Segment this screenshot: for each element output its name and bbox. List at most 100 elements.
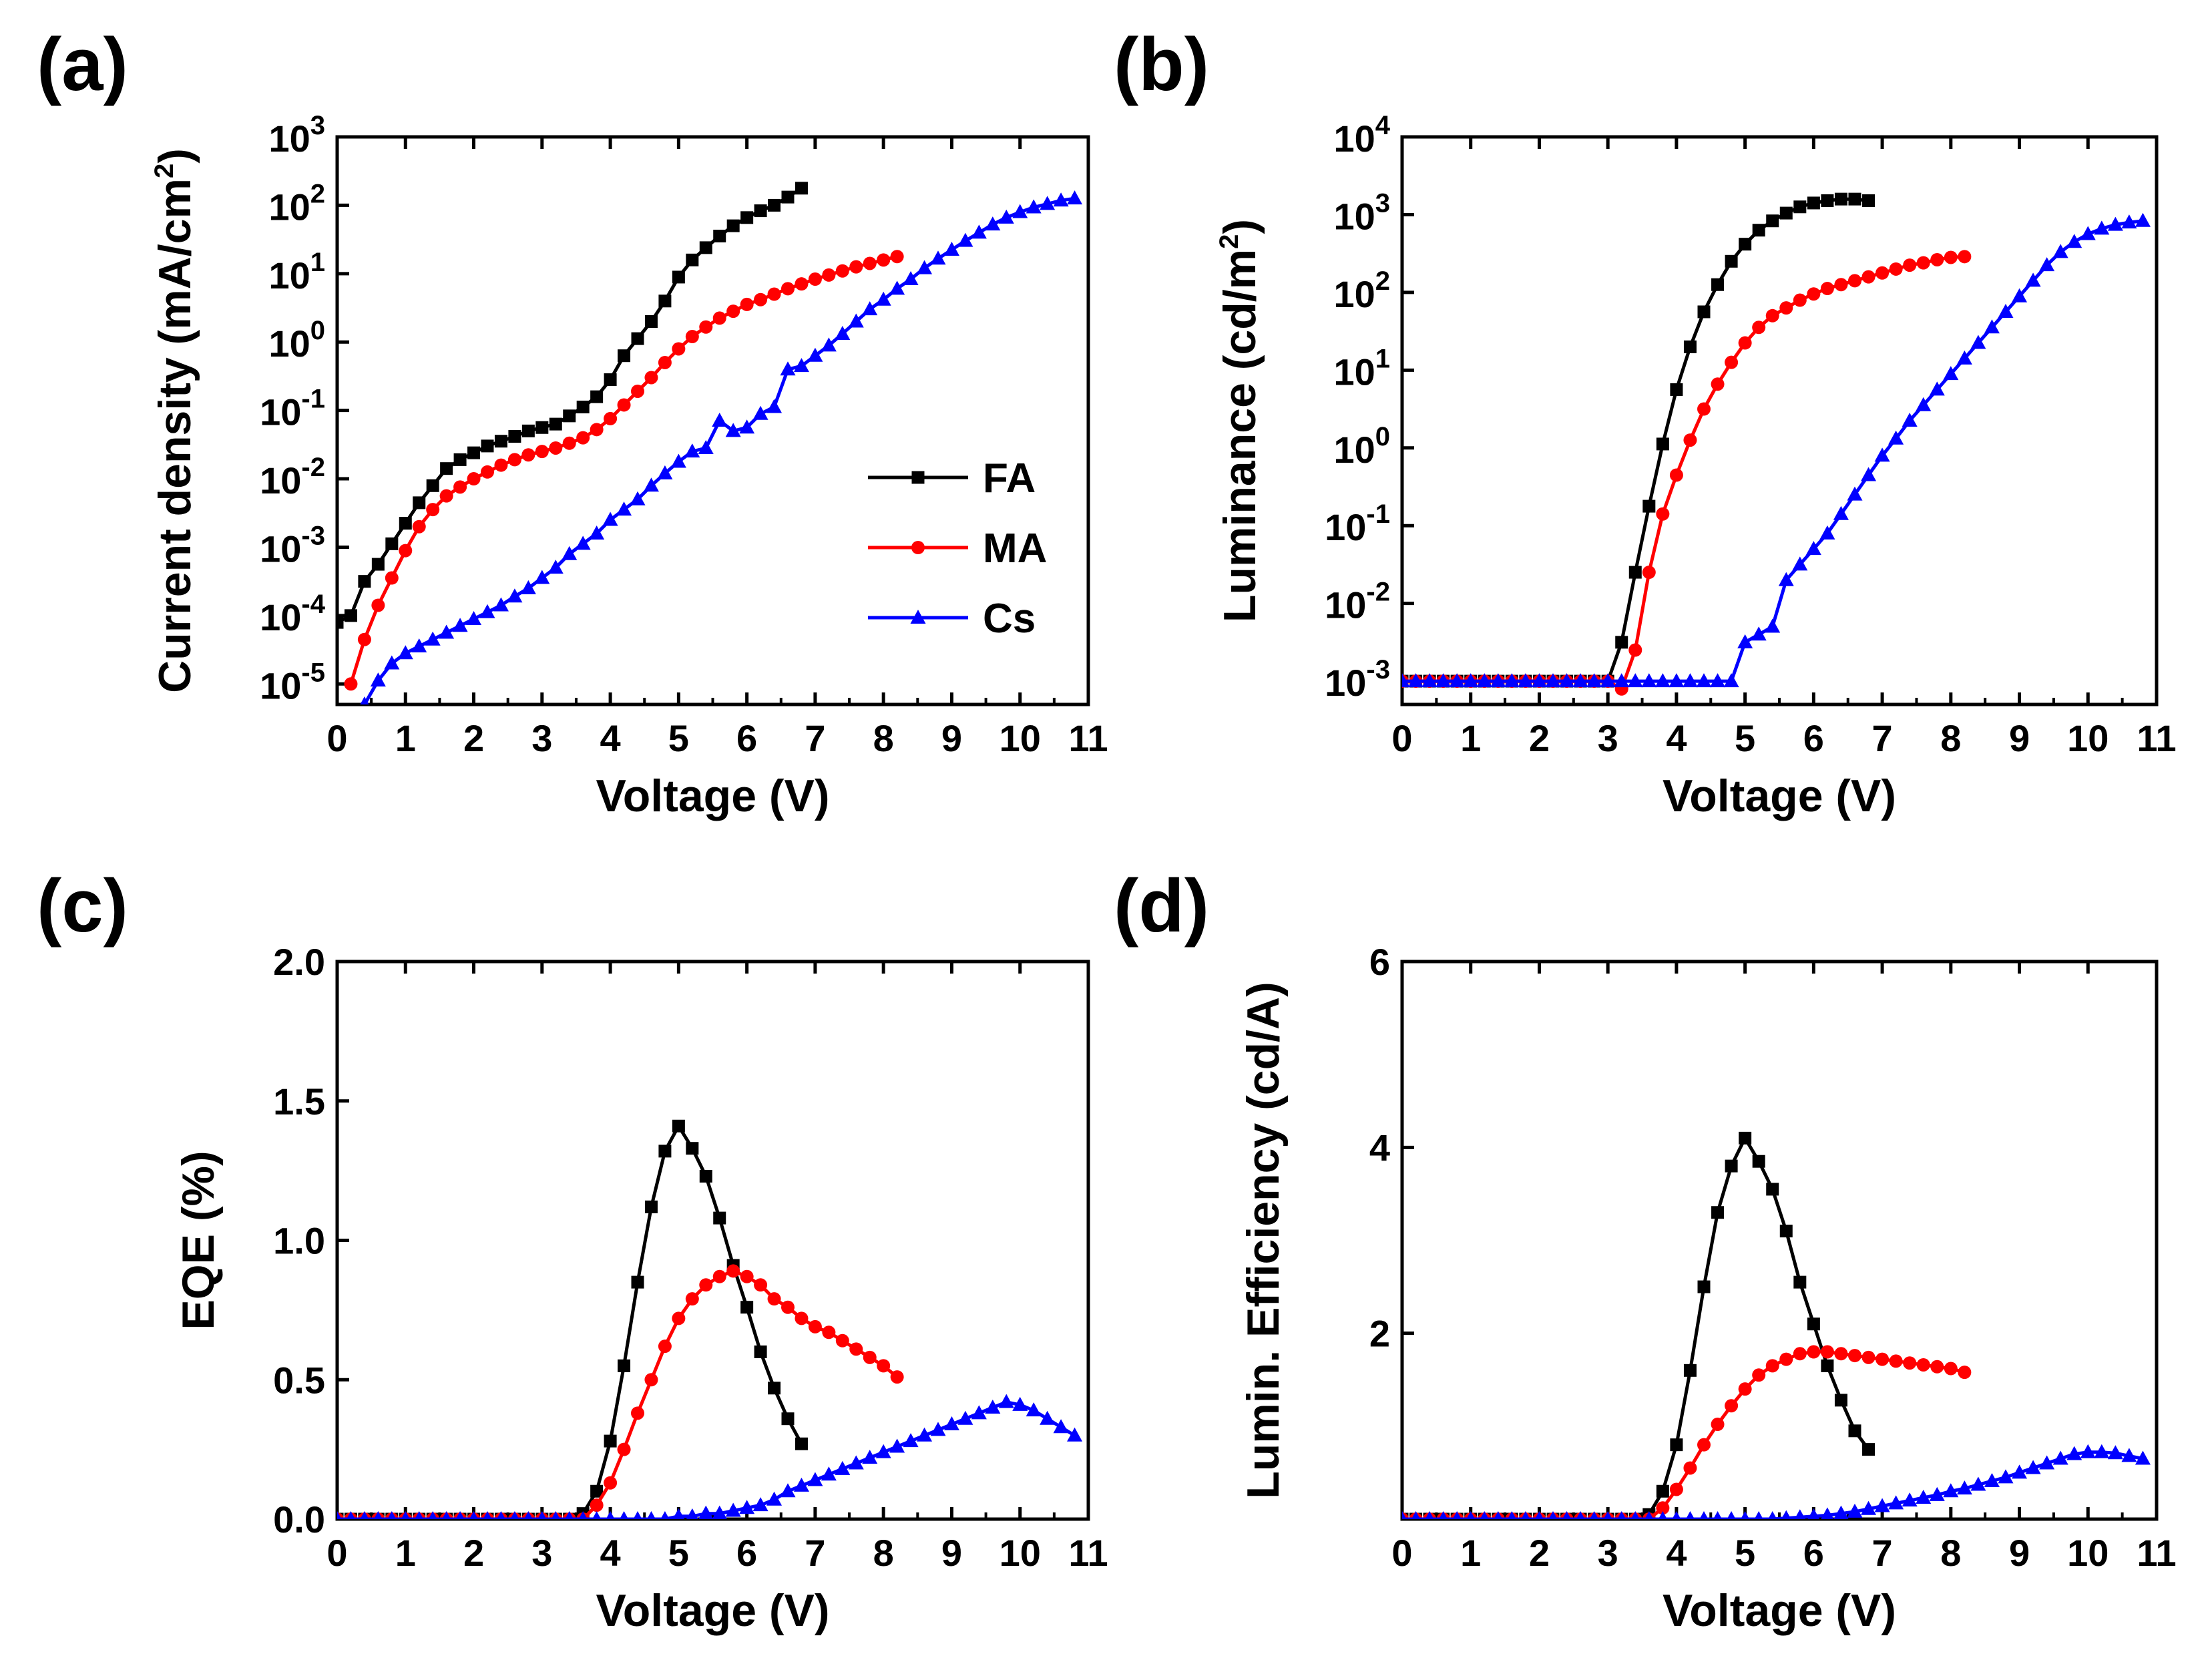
- y-tick-base: 10: [260, 528, 301, 570]
- data-point-cs: [384, 655, 400, 670]
- data-point-ma: [535, 445, 549, 459]
- data-point-ma: [1752, 1368, 1766, 1382]
- y-tick-label: 10-5: [260, 658, 325, 706]
- data-point-ma: [357, 632, 371, 646]
- data-point-ma: [1628, 643, 1642, 657]
- data-point-cs: [1466, 1511, 1476, 1519]
- data-point-fa: [644, 315, 658, 329]
- y-tick-base: 10: [260, 459, 301, 501]
- x-tick-label: 8: [1940, 717, 1961, 759]
- y-axis-title-sup: 2: [1214, 234, 1244, 249]
- x-axis-title: Voltage (V): [1663, 771, 1896, 821]
- y-tick-exp: -1: [301, 385, 325, 414]
- data-point-cs: [780, 1483, 796, 1498]
- axes-frame: [335, 135, 1090, 706]
- data-point-ma: [1944, 1362, 1958, 1376]
- data-point-cs: [1590, 1511, 1599, 1519]
- data-point-ma: [1779, 1352, 1793, 1366]
- y-tick-label: 103: [268, 111, 325, 160]
- y-axis-title-text: Current density (mA/cm: [150, 178, 200, 693]
- data-point-ma: [1779, 301, 1793, 315]
- data-point-cs: [466, 610, 482, 625]
- y-axis-title: EQE (%): [173, 1151, 224, 1329]
- y-tick-label: 10-1: [1325, 499, 1390, 548]
- data-point-cs: [1449, 673, 1465, 688]
- data-point-fa: [658, 1145, 672, 1158]
- y-tick-label: 102: [1333, 266, 1390, 315]
- series-cs: [337, 1394, 1083, 1519]
- x-tick-label: 2: [463, 717, 484, 759]
- axes-frame: [1400, 135, 2159, 706]
- plot-area: [1402, 192, 2151, 696]
- data-point-ma: [1930, 252, 1944, 266]
- x-tick-label: 2: [1529, 1532, 1550, 1574]
- data-point-fa: [604, 373, 617, 387]
- data-point-ma: [1683, 433, 1697, 447]
- data-point-cs: [1929, 381, 1945, 396]
- y-tick-label: 10-4: [260, 590, 326, 638]
- data-point-cs: [496, 1511, 506, 1519]
- data-point-ma: [1683, 1461, 1697, 1475]
- data-point-ma: [1765, 308, 1779, 323]
- axes-frame: [335, 960, 1090, 1521]
- data-point-cs: [411, 638, 427, 652]
- data-point-cs: [821, 337, 837, 352]
- data-point-fa: [1862, 1443, 1875, 1456]
- y-tick-exp: 3: [310, 111, 325, 140]
- data-point-cs: [633, 1511, 642, 1519]
- data-point-cs: [862, 301, 878, 316]
- series-fa: [337, 182, 808, 629]
- data-point-ma: [877, 1359, 891, 1373]
- x-tick-label: 10: [1000, 1532, 1041, 1574]
- data-point-cs: [578, 1511, 588, 1519]
- data-point-ma: [1752, 321, 1766, 335]
- data-point-cs: [616, 501, 632, 516]
- data-point-ma: [685, 330, 699, 344]
- y-tick-exp: 2: [310, 179, 325, 208]
- y-tick-exp: -2: [1366, 578, 1390, 607]
- panel-letter: (d): [1114, 864, 1209, 948]
- data-point-fa: [1862, 194, 1875, 207]
- data-point-fa: [1656, 1484, 1669, 1498]
- x-tick-label: 3: [531, 717, 552, 759]
- y-axis-title: Current density (mA/cm2): [150, 148, 200, 693]
- y-tick-label: 101: [1333, 344, 1390, 393]
- data-point-fa: [1848, 192, 1861, 206]
- data-point-ma: [1669, 1482, 1683, 1496]
- data-point-ma: [822, 1325, 836, 1339]
- y-tick-base: 10: [268, 186, 310, 228]
- data-point-fa: [672, 270, 685, 284]
- y-tick-exp: -1: [1366, 499, 1390, 529]
- y-tick-base: 10: [1325, 506, 1366, 548]
- data-point-cs: [1765, 618, 1781, 633]
- x-tick-label: 6: [1803, 717, 1824, 759]
- data-point-cs: [1627, 673, 1643, 688]
- data-point-ma: [371, 598, 385, 612]
- data-point-fa: [535, 421, 549, 434]
- data-point-fa: [358, 575, 371, 588]
- panel-letter: (b): [1114, 23, 1209, 106]
- data-point-ma: [412, 520, 426, 534]
- data-point-fa: [1683, 340, 1697, 353]
- data-point-cs: [1531, 673, 1547, 688]
- data-point-fa: [1725, 1159, 1738, 1173]
- data-point-fa: [713, 229, 726, 242]
- data-point-cs: [1658, 1511, 1667, 1519]
- y-tick-label: 10-1: [260, 385, 325, 433]
- data-point-ma: [699, 320, 713, 334]
- data-point-ma: [644, 1373, 658, 1387]
- data-point-cs: [1507, 1511, 1516, 1519]
- y-tick-base: 10: [1333, 273, 1375, 315]
- data-point-fa: [385, 537, 399, 550]
- data-point-cs: [1861, 467, 1877, 481]
- data-point-cs: [1576, 1511, 1585, 1519]
- data-point-fa: [1766, 214, 1779, 228]
- x-tick-label: 3: [531, 1532, 552, 1574]
- data-point-ma: [1738, 1382, 1752, 1396]
- series-ma: [344, 250, 904, 691]
- x-tick-label: 1: [395, 1532, 416, 1574]
- data-point-cs: [670, 453, 686, 468]
- x-tick-label: 7: [805, 1532, 825, 1574]
- data-point-cs: [971, 224, 987, 239]
- data-point-cs: [1053, 1419, 1069, 1434]
